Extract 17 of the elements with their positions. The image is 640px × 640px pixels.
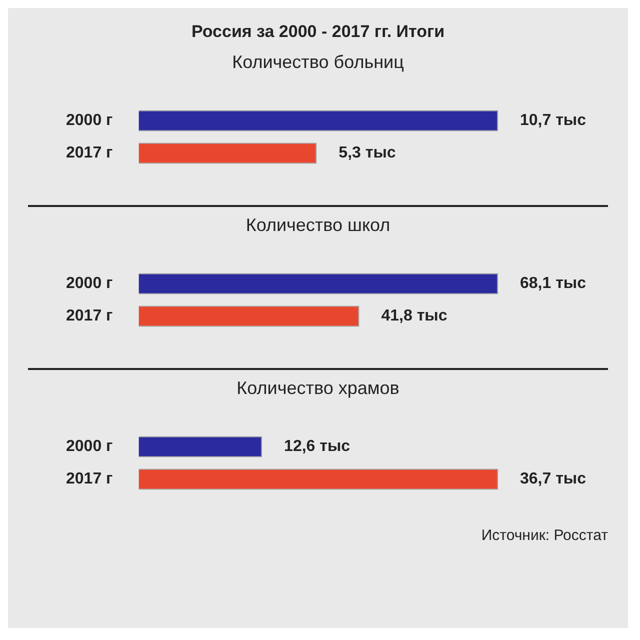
data-label: 68,1 тыс [520,275,586,292]
chart-subtitle: Количество больниц [231,52,405,73]
y-tick-label: 2017 г [66,470,114,488]
data-label: 41,8 тыс [381,308,448,325]
data-label: 5,3 тыс [338,144,396,162]
y-tick-label: 2017 г [66,308,114,325]
data-label: 12,6 тыс [284,438,350,456]
data-label: 10,7 тыс [520,112,586,130]
data-label: 36,7 тыс [520,470,586,488]
y-tick-label: 2000 г [66,438,114,456]
text: Источник: Росстат [480,526,609,544]
y-tick-label: 2000 г [66,275,114,292]
y-tick-label: 2017 г [66,144,114,162]
y-tick-label: 2000 г [66,112,114,130]
chart-subtitle: Количество храмов [236,378,400,399]
chart-subtitle: Количество школ [244,215,392,236]
chart-title: Россия за 2000 - 2017 гг. Итоги [190,22,446,42]
